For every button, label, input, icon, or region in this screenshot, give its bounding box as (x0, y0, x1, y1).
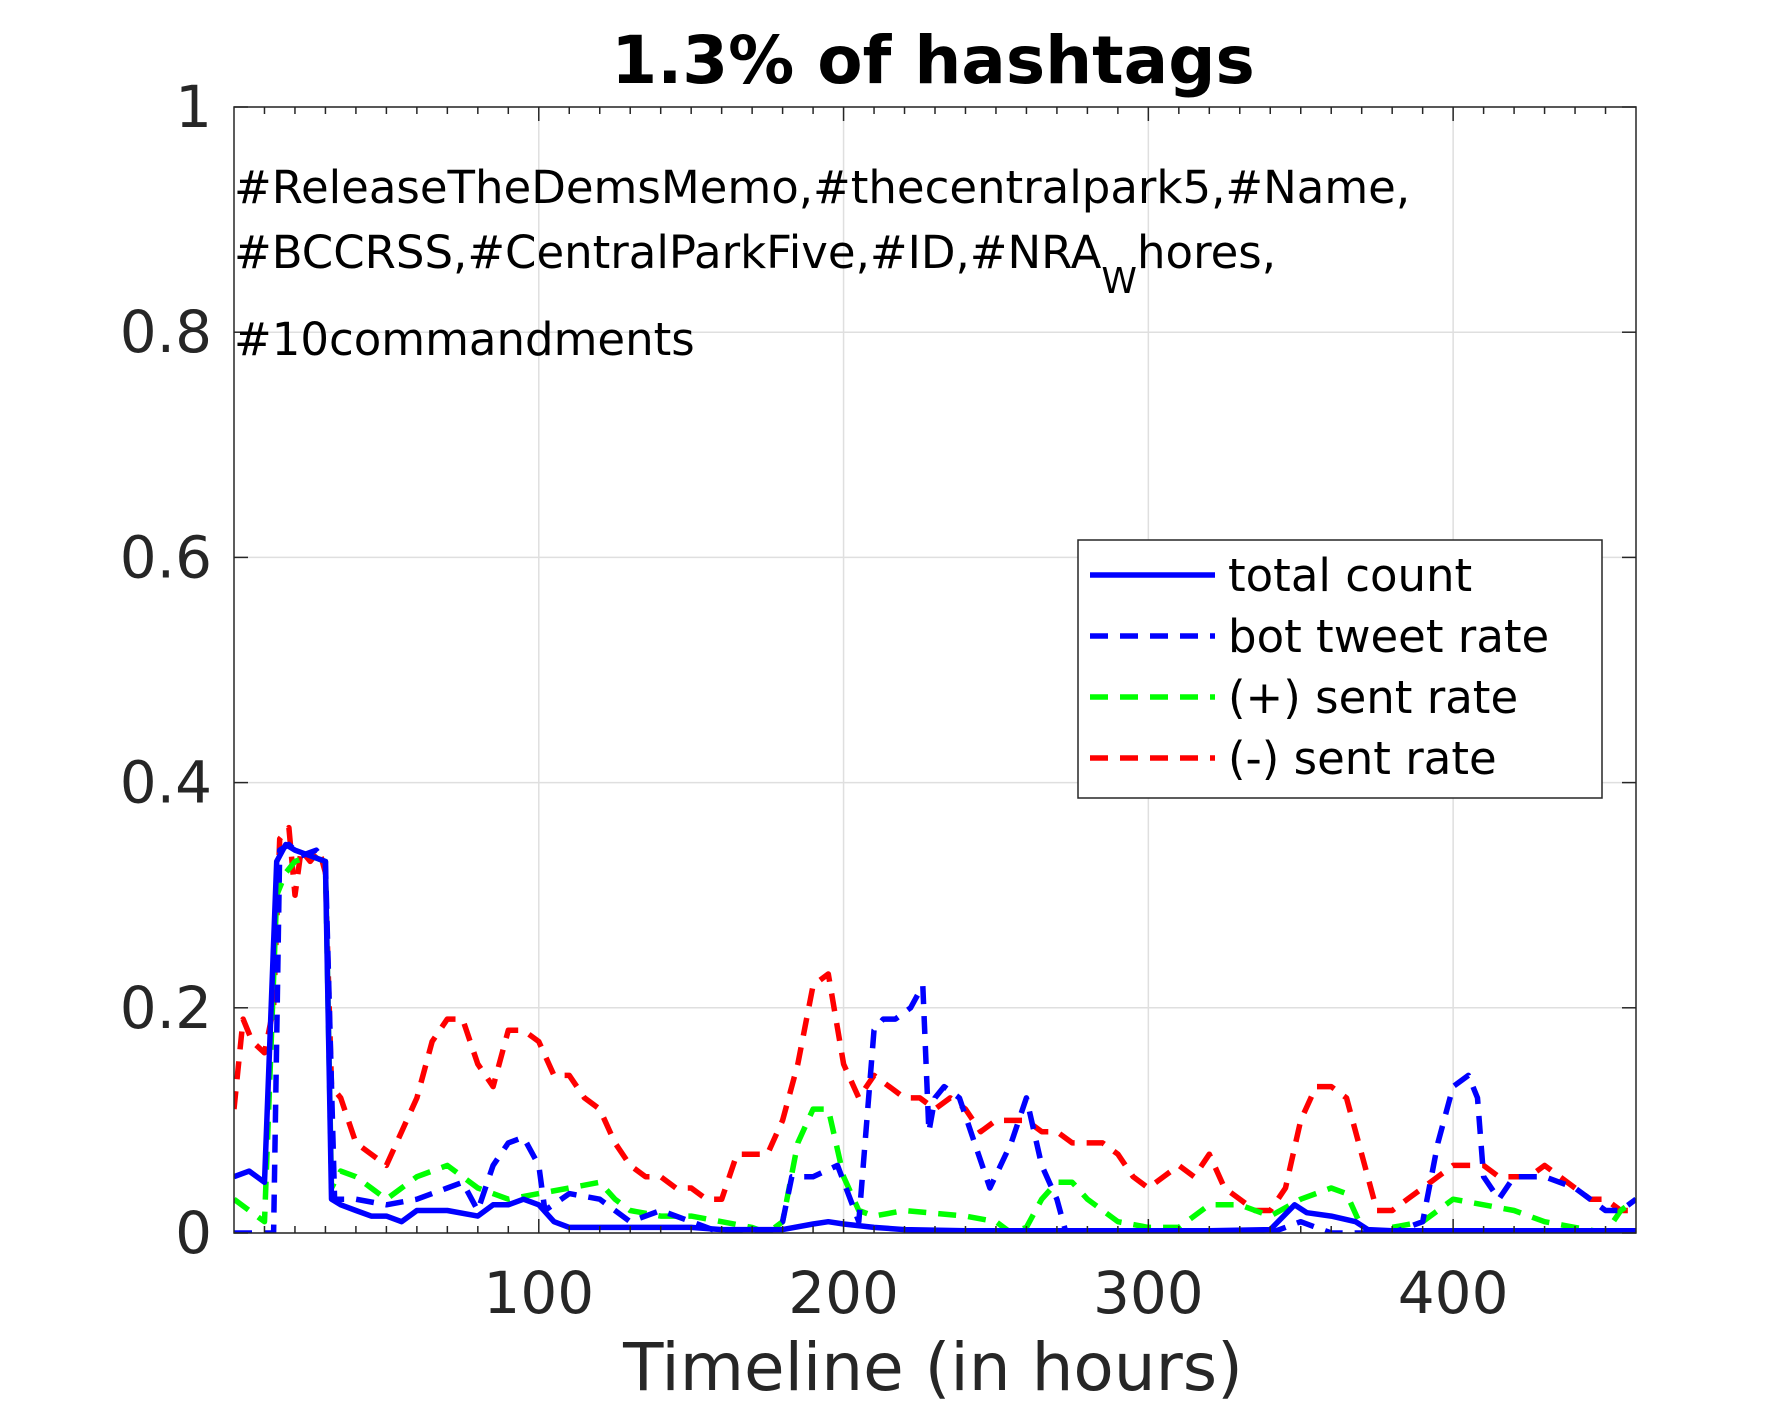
legend-label: total count (1228, 549, 1472, 602)
annotation-line-2-main: #BCCRSS,#CentralParkFive,#ID,#NRA (234, 226, 1102, 279)
legend-entries: total count bot tweet rate (+) sent rate (-… (1090, 549, 1549, 785)
legend-label: (+) sent rate (1228, 671, 1518, 724)
annotation-line-2: #BCCRSS,#CentralParkFive,#ID,#NRAWhores, (234, 226, 1276, 302)
chart-title: 1.3% of hashtags (611, 22, 1254, 99)
x-tick-label: 300 (1093, 1259, 1204, 1327)
x-axis-label: Timeline (in hours) (622, 1329, 1243, 1406)
series-line-3 (234, 824, 1636, 1214)
hashtag-annotation: #ReleaseTheDemsMemo,#thecentralpark5,#Na… (234, 161, 1410, 366)
series-line-1 (234, 841, 1636, 1233)
x-tick-label: 200 (788, 1259, 899, 1327)
x-tick-label: 400 (1398, 1259, 1509, 1327)
y-tick-label: 1 (175, 73, 212, 141)
legend-label: (-) sent rate (1228, 732, 1497, 785)
legend-label: bot tweet rate (1228, 610, 1549, 663)
annotation-line-3: #10commandments (234, 313, 695, 366)
y-tick-label: 0.6 (120, 523, 212, 591)
series-lines (234, 824, 1636, 1233)
legend: total count bot tweet rate (+) sent rate (-… (1077, 539, 1603, 799)
axis-ticks (234, 106, 1636, 1234)
y-tick-label: 0 (175, 1199, 212, 1267)
axis-tick-labels: 100 200 300 400 0 0.2 0.4 0.6 0.8 1 (120, 73, 1509, 1327)
x-tick-label: 100 (483, 1259, 594, 1327)
series-line-0 (234, 841, 1636, 1233)
y-tick-label: 0.4 (120, 749, 212, 817)
y-tick-label: 0.2 (120, 974, 212, 1042)
y-tick-label: 0.8 (120, 298, 212, 366)
legend-box (1077, 539, 1603, 799)
annotation-subscript: W (1101, 261, 1137, 302)
annotation-line-2-suffix: hores, (1137, 226, 1276, 279)
annotation-line-1: #ReleaseTheDemsMemo,#thecentralpark5,#Na… (234, 161, 1410, 214)
